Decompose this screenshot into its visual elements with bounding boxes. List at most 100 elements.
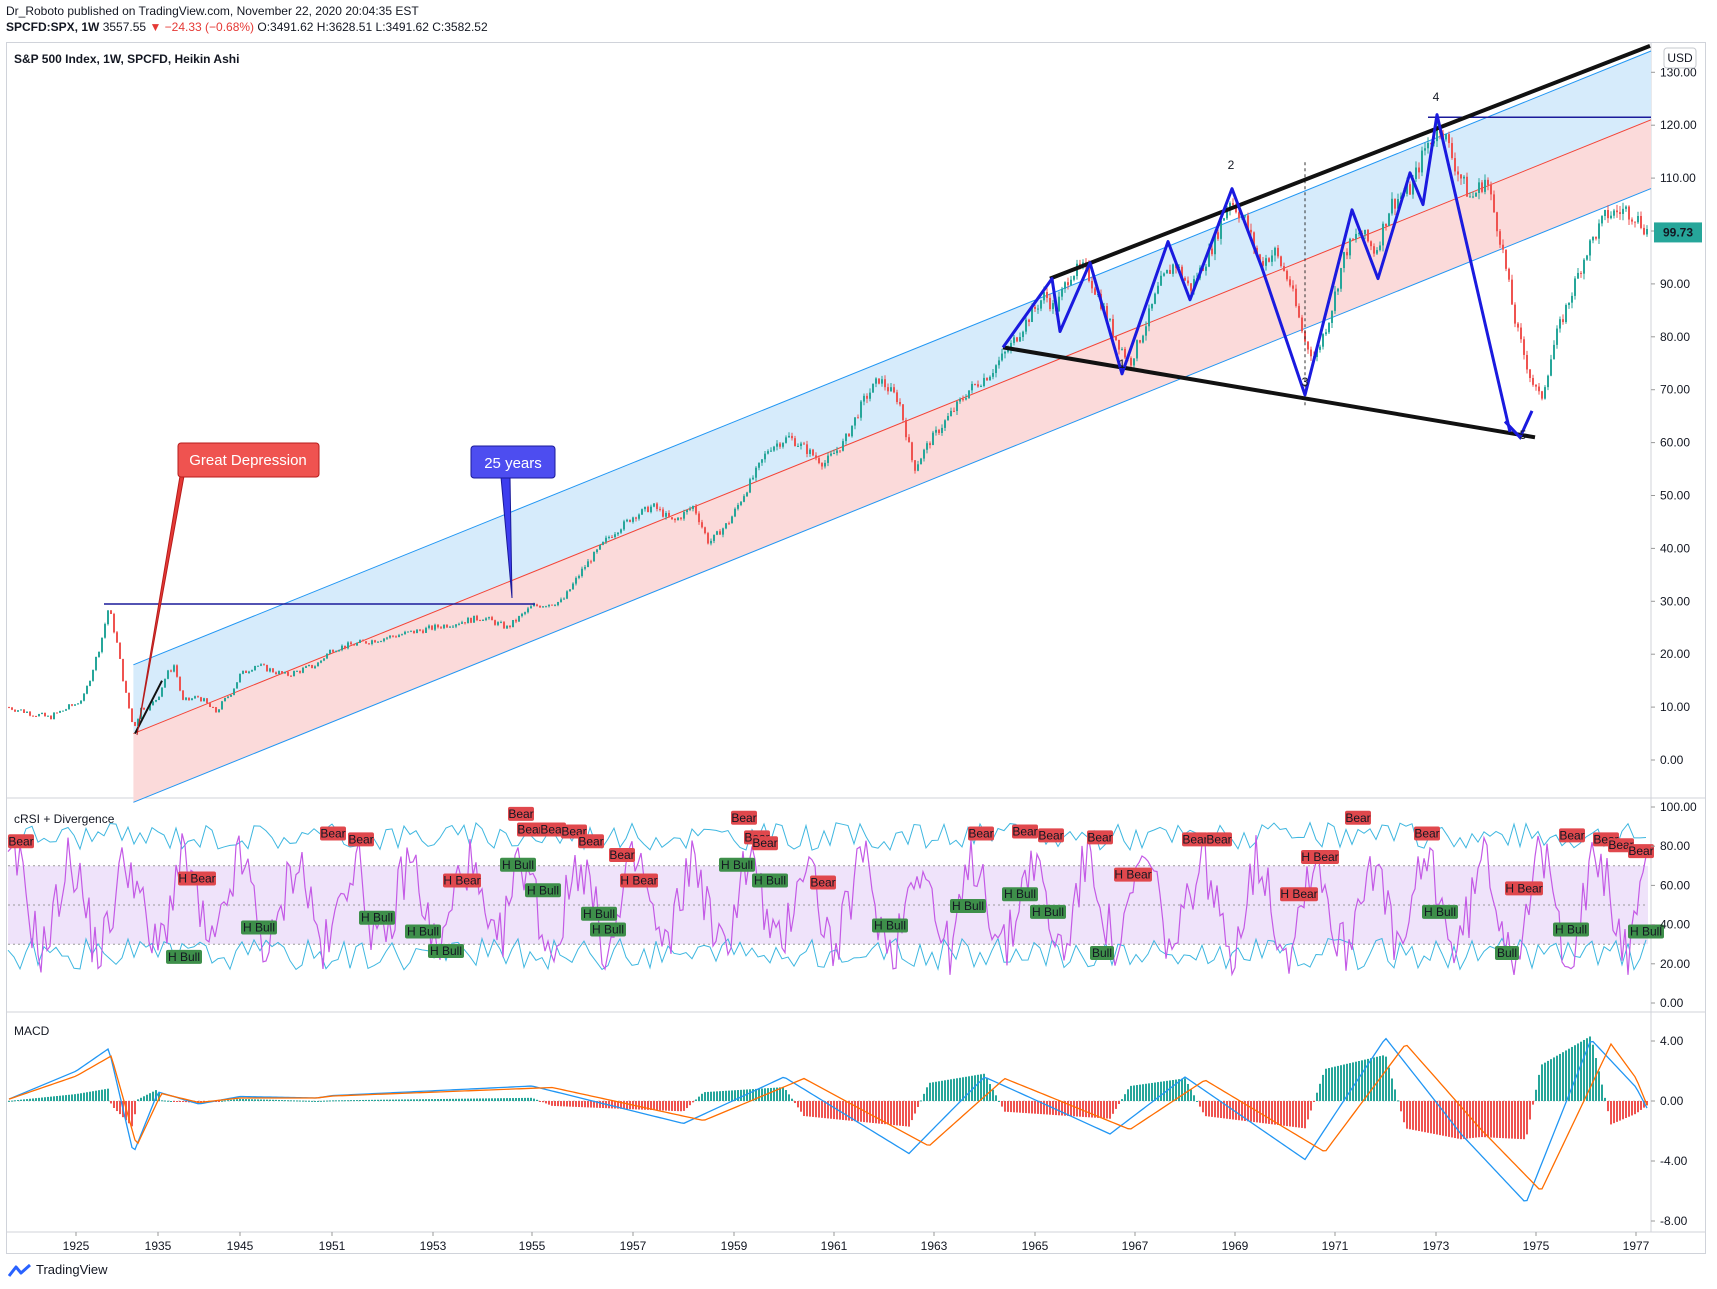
candle-body bbox=[341, 645, 343, 651]
candle-body bbox=[1184, 277, 1186, 281]
candle-body bbox=[236, 682, 238, 689]
candle-body bbox=[83, 693, 85, 701]
macd-histogram-bar bbox=[284, 1100, 286, 1102]
main-y-tick-label: 70.00 bbox=[1660, 383, 1690, 397]
macd-histogram-bar bbox=[1367, 1058, 1369, 1101]
candle-body bbox=[419, 629, 421, 631]
label-box bbox=[1559, 828, 1585, 843]
candle-body bbox=[1544, 387, 1546, 399]
macd-histogram-bar bbox=[611, 1101, 613, 1109]
candle-body bbox=[608, 536, 610, 538]
label-box bbox=[1414, 826, 1440, 841]
candle-body bbox=[110, 610, 112, 615]
macd-histogram-bar bbox=[956, 1078, 958, 1101]
macd-histogram-bar bbox=[1427, 1101, 1429, 1133]
macd-histogram-bar bbox=[878, 1101, 880, 1124]
candle-body bbox=[1322, 334, 1324, 347]
h-bull-text: H Bull bbox=[874, 919, 906, 933]
macd-histogram-bar bbox=[1460, 1101, 1462, 1140]
candle-body bbox=[1535, 384, 1537, 387]
macd-histogram-bar bbox=[1325, 1068, 1327, 1101]
candle-body bbox=[1532, 378, 1534, 385]
macd-histogram-bar bbox=[332, 1100, 334, 1102]
candle-body bbox=[1154, 293, 1156, 304]
candle-body bbox=[281, 671, 283, 674]
time-axis-label: 1957 bbox=[620, 1239, 647, 1253]
crsi-upper-band bbox=[7, 821, 1647, 852]
macd-histogram-bar bbox=[1097, 1101, 1099, 1118]
candle-body bbox=[1046, 292, 1048, 298]
time-axis-label: 1967 bbox=[1122, 1239, 1149, 1253]
label-box bbox=[1280, 887, 1318, 902]
candle-body bbox=[218, 709, 220, 713]
candle-body bbox=[350, 642, 352, 645]
label-box bbox=[1030, 904, 1066, 919]
candle-body bbox=[899, 401, 901, 405]
macd-histogram-bar bbox=[1268, 1101, 1270, 1124]
candle-body bbox=[917, 464, 919, 471]
candle-body bbox=[734, 508, 736, 517]
macd-histogram-bar bbox=[1211, 1101, 1213, 1117]
macd-histogram-bar bbox=[341, 1100, 343, 1102]
candle-body bbox=[1505, 249, 1507, 269]
macd-histogram-bar bbox=[104, 1089, 106, 1101]
macd-histogram-bar bbox=[1157, 1082, 1159, 1101]
bear-text: Bear bbox=[1628, 844, 1653, 858]
macd-histogram-bar bbox=[1217, 1101, 1219, 1118]
candle-body bbox=[701, 522, 703, 528]
macd-histogram-bar bbox=[860, 1101, 862, 1122]
label-box bbox=[540, 822, 566, 837]
macd-histogram-bar bbox=[674, 1101, 676, 1112]
macd-histogram-bar bbox=[734, 1090, 736, 1101]
macd-histogram-bar bbox=[842, 1101, 844, 1120]
macd-histogram-bar bbox=[1469, 1101, 1471, 1139]
candle-body bbox=[74, 704, 76, 706]
macd-histogram-bar bbox=[1058, 1101, 1060, 1116]
label-box bbox=[1090, 946, 1114, 960]
h-bull-text: H Bull bbox=[407, 924, 439, 938]
macd-histogram-bar bbox=[599, 1101, 601, 1108]
time-axis-label: 1965 bbox=[1022, 1239, 1049, 1253]
label-box bbox=[968, 826, 994, 841]
candle-body bbox=[1481, 182, 1483, 192]
macd-histogram-bar bbox=[167, 1100, 169, 1102]
macd-histogram-bar bbox=[1259, 1101, 1261, 1123]
candle-body bbox=[200, 697, 202, 702]
macd-histogram-bar bbox=[263, 1099, 265, 1101]
twenty-five-years-callout bbox=[470, 445, 556, 599]
divergence-label-bear: Bear bbox=[1012, 824, 1038, 839]
candle-body bbox=[1559, 319, 1561, 329]
macd-histogram-bar bbox=[719, 1091, 721, 1101]
h-bull-text: H Bull bbox=[583, 907, 615, 921]
label-box bbox=[508, 806, 534, 821]
macd-histogram-bar bbox=[11, 1100, 13, 1102]
tradingview-footer[interactable]: TradingView bbox=[8, 1262, 108, 1278]
candle-body bbox=[1379, 245, 1381, 251]
macd-histogram-bar bbox=[953, 1078, 955, 1101]
candle-body bbox=[1364, 229, 1366, 235]
candle-body bbox=[128, 692, 130, 709]
candle-body bbox=[683, 512, 685, 519]
macd-histogram-bar bbox=[1634, 1101, 1636, 1115]
macd-histogram-bar bbox=[1637, 1101, 1639, 1113]
candle-body bbox=[872, 383, 874, 393]
divergence-label-bear: Bear bbox=[348, 832, 374, 847]
macd-histogram-bar bbox=[539, 1101, 541, 1102]
macd-histogram-bar bbox=[740, 1089, 742, 1101]
candle-body bbox=[1628, 206, 1630, 220]
label-box bbox=[1628, 844, 1654, 859]
candle-body bbox=[428, 625, 430, 628]
macd-histogram-bar bbox=[1202, 1101, 1204, 1113]
macd-histogram-bar bbox=[350, 1100, 352, 1102]
crsi-oscillator-line bbox=[7, 833, 1647, 977]
candle-body bbox=[1541, 391, 1543, 399]
macd-histogram-bar bbox=[497, 1098, 499, 1101]
candle-body bbox=[653, 503, 655, 507]
candle-body bbox=[257, 665, 259, 667]
main-y-tick-label: 20.00 bbox=[1660, 647, 1690, 661]
macd-histogram-bar bbox=[716, 1091, 718, 1101]
macd-histogram-bar bbox=[110, 1101, 112, 1104]
macd-histogram-bar bbox=[665, 1101, 667, 1111]
candle-body bbox=[632, 517, 634, 522]
